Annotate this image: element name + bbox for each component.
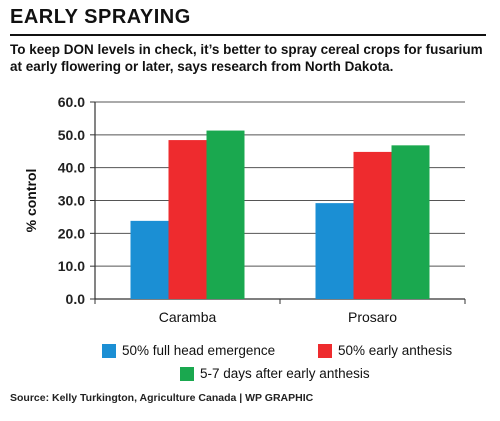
y-axis-label: % control: [23, 169, 39, 233]
y-tick-label: 60.0: [58, 94, 85, 110]
y-tick-label: 40.0: [58, 160, 85, 176]
x-tick-label: Caramba: [159, 309, 217, 325]
bar-caramba-series-2: [206, 130, 245, 299]
legend-swatch: [180, 366, 194, 381]
y-tick-label: 0.0: [66, 291, 86, 307]
legend-swatch: [318, 343, 332, 358]
legend-label: 5-7 days after early anthesis: [200, 366, 370, 381]
legend-item-early-anthesis: 50% early anthesis: [318, 343, 452, 358]
legend-item-full-head-emergence: 50% full head emergence: [102, 343, 275, 358]
legend-swatch: [102, 343, 116, 358]
legend-label: 50% full head emergence: [122, 343, 276, 358]
chart-subtitle: To keep DON levels in check, it’s better…: [10, 42, 483, 74]
bar-prosaro-series-1: [353, 151, 392, 299]
legend-item-5-7-days-after: 5-7 days after early anthesis: [180, 366, 370, 381]
bar-prosaro-series-0: [315, 203, 354, 299]
bar-caramba-series-0: [130, 220, 169, 299]
bar-prosaro-series-2: [391, 145, 430, 299]
chart-title: EARLY SPRAYING: [10, 6, 191, 28]
y-tick-label: 20.0: [58, 225, 85, 241]
x-tick-label: Prosaro: [348, 309, 397, 325]
y-tick-label: 30.0: [58, 193, 85, 209]
title-rule: [10, 34, 486, 36]
bar-caramba-series-1: [168, 140, 207, 299]
bar-chart: 0.0 10.0 20.0 30.0 40.0 50.0 60.0 % control Cara…: [23, 94, 466, 325]
y-tick-label: 10.0: [58, 258, 85, 274]
legend-label: 50% early anthesis: [338, 343, 453, 358]
y-tick-label: 50.0: [58, 127, 85, 143]
source-note: Source: Kelly Turkington, Agriculture Ca…: [10, 392, 314, 404]
